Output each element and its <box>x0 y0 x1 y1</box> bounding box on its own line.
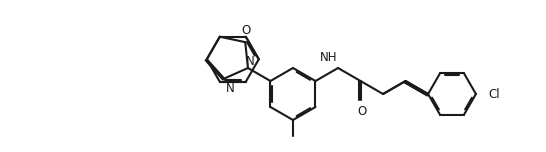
Text: NH: NH <box>319 51 337 64</box>
Text: O: O <box>357 105 366 118</box>
Text: N: N <box>226 82 235 95</box>
Text: Cl: Cl <box>488 88 500 100</box>
Text: O: O <box>241 24 251 37</box>
Text: N: N <box>246 55 255 68</box>
